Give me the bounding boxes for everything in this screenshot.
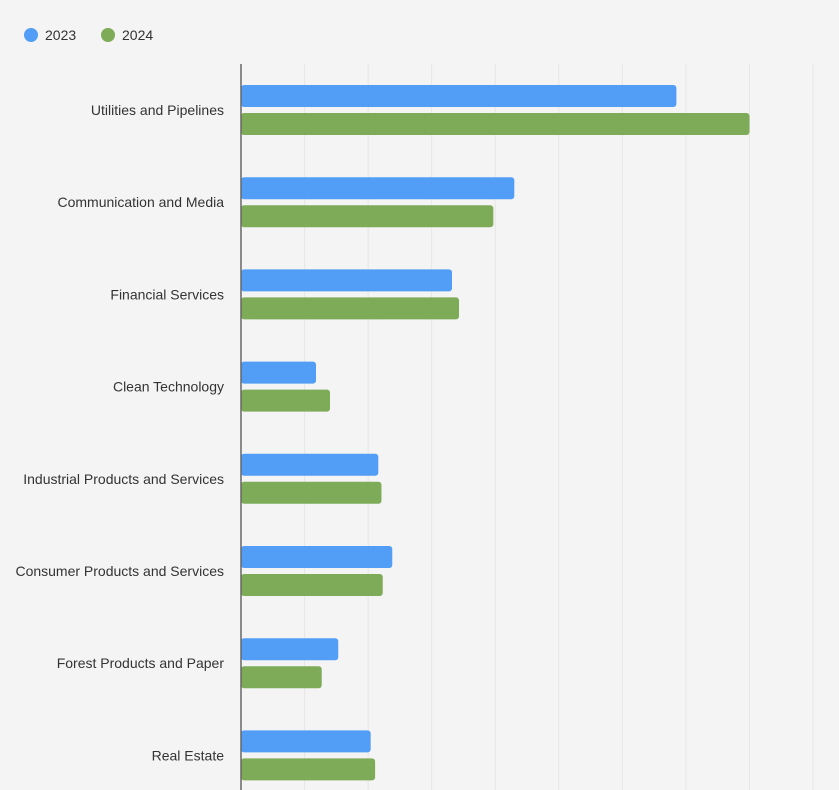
gridlines bbox=[304, 64, 814, 790]
category-label: Communication and Media bbox=[57, 194, 224, 210]
category-label: Real Estate bbox=[152, 747, 225, 763]
legend-item-2023[interactable]: 2023 bbox=[24, 27, 76, 43]
category-label: Financial Services bbox=[110, 286, 224, 302]
bar-2024-3[interactable] bbox=[241, 389, 330, 412]
bar-2024-4[interactable] bbox=[241, 481, 382, 504]
bar-2024-1[interactable] bbox=[241, 205, 494, 228]
bars bbox=[241, 85, 750, 781]
bar-2024-2[interactable] bbox=[241, 297, 460, 320]
category-label: Clean Technology bbox=[113, 379, 224, 395]
legend: 2023 2024 bbox=[24, 27, 153, 43]
legend-item-2024[interactable]: 2024 bbox=[101, 27, 153, 43]
bar-2023-4[interactable] bbox=[241, 453, 379, 476]
legend-label: 2023 bbox=[45, 27, 76, 43]
bar-2023-2[interactable] bbox=[241, 269, 453, 292]
bar-2024-7[interactable] bbox=[241, 758, 376, 781]
legend-label: 2024 bbox=[122, 27, 153, 43]
bar-2023-5[interactable] bbox=[241, 546, 393, 568]
bar-2023-3[interactable] bbox=[241, 361, 317, 384]
category-label: Forest Products and Paper bbox=[57, 655, 225, 671]
category-label: Industrial Products and Services bbox=[23, 471, 224, 487]
bar-2024-0[interactable] bbox=[241, 113, 750, 135]
bar-2023-1[interactable] bbox=[241, 177, 515, 200]
legend-marker bbox=[101, 28, 115, 42]
category-label: Utilities and Pipelines bbox=[91, 102, 224, 118]
category-label: Consumer Products and Services bbox=[15, 563, 224, 579]
bar-2023-6[interactable] bbox=[241, 638, 339, 661]
bar-2023-7[interactable] bbox=[241, 730, 371, 753]
legend-marker bbox=[24, 28, 38, 42]
bar-2023-0[interactable] bbox=[241, 85, 677, 107]
bar-2024-6[interactable] bbox=[241, 666, 322, 689]
category-labels: Utilities and Pipelines Communication and… bbox=[15, 102, 224, 763]
bar-2024-5[interactable] bbox=[241, 574, 383, 596]
